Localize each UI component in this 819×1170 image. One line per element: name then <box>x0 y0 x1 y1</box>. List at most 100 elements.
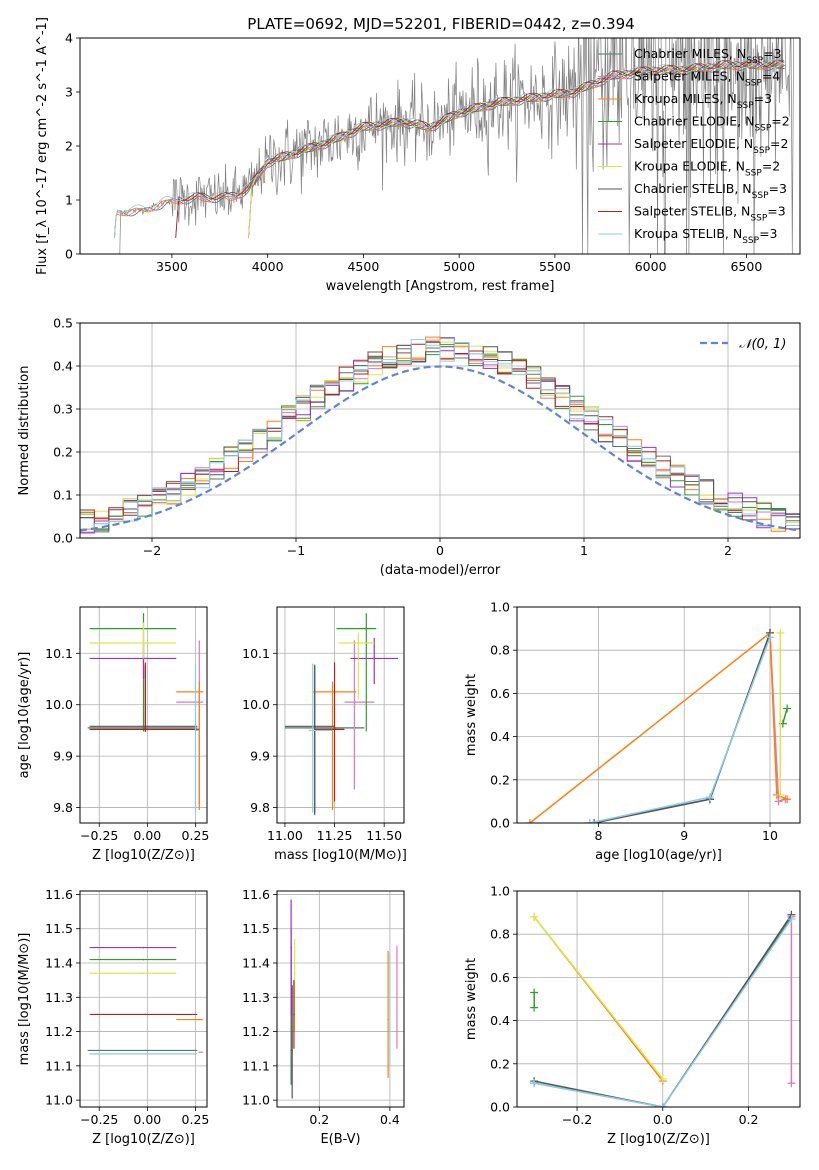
y-tick-label: 10.0 <box>242 697 270 712</box>
x-tick-label: 6000 <box>635 259 667 274</box>
x-axis-label: mass [log10(M/M⊙)] <box>274 848 407 863</box>
data-point <box>194 729 197 732</box>
y-tick-label: 11.2 <box>242 1024 270 1039</box>
x-axis-label: Z [log10(Z/Z⊙)] <box>92 1132 195 1147</box>
series-marker <box>530 988 539 997</box>
series-marker <box>776 790 785 799</box>
y-tick-label: 0.2 <box>490 1056 510 1071</box>
x-tick-label: 0.4 <box>380 1112 400 1127</box>
axes-frame <box>516 890 801 1108</box>
y-tick-label: 0.0 <box>490 1100 510 1115</box>
x-tick-label: 11.25 <box>317 828 353 843</box>
y-tick-label: 0.8 <box>490 927 510 942</box>
x-tick-label: 10 <box>762 828 778 843</box>
legend-label: Salpeter ELODIE, NSSP=2 <box>634 136 788 156</box>
series-line <box>529 631 788 823</box>
y-axis-label: Normed distribution <box>17 366 32 496</box>
x-tick-label: 0.00 <box>133 828 161 843</box>
legend-label: Kroupa ELODIE, NSSP=2 <box>634 159 780 179</box>
data-point <box>198 691 201 693</box>
plot-area <box>80 891 207 1107</box>
y-tick-label: 9.9 <box>250 749 270 764</box>
data-point <box>389 996 391 999</box>
data-point <box>198 1051 201 1053</box>
legend-label: Chabrier ELODIE, NSSP=2 <box>634 114 790 134</box>
y-tick-label: 0.0 <box>490 816 510 831</box>
series-line <box>782 708 788 724</box>
figure-title: PLATE=0692, MJD=52201, FIBERID=0442, z=0… <box>247 15 634 33</box>
y-tick-label: 3 <box>65 85 73 100</box>
x-tick-label: 5000 <box>443 259 475 274</box>
data-point <box>373 657 376 660</box>
data-point <box>313 725 316 728</box>
series-marker <box>530 1079 539 1088</box>
panel-age_vs_Z: −0.25 0.00 0.25 9.8 9.9 10.0 10.1 Z [log10(Z/Z⊙… <box>17 606 209 863</box>
y-tick-label: 11.6 <box>45 887 73 902</box>
plot-area <box>114 38 794 254</box>
y-axis-label: mass weight <box>464 674 479 756</box>
x-tick-label: 6500 <box>730 259 762 274</box>
model-spectrum-line-8 <box>114 59 785 238</box>
y-axis-label: mass weight <box>464 958 479 1040</box>
y-tick-label: 0.2 <box>53 445 73 460</box>
x-tick-label: −0.2 <box>562 1112 592 1127</box>
y-tick-label: 9.9 <box>53 749 73 764</box>
y-axis-label: mass [log10(M/M⊙)] <box>17 933 32 1066</box>
legend-label: Salpeter MILES, NSSP=4 <box>634 69 780 89</box>
legend-label: Chabrier MILES, NSSP=3 <box>634 46 782 66</box>
data-point <box>142 946 145 949</box>
y-tick-label: 0.6 <box>490 686 510 701</box>
x-tick-label: 0.2 <box>309 1112 329 1127</box>
plot-area <box>80 607 207 823</box>
y-tick-label: 0 <box>65 247 73 262</box>
x-tick-label: 8 <box>594 828 602 843</box>
data-point <box>144 1013 147 1016</box>
y-tick-label: 11.0 <box>242 1093 270 1108</box>
legend-label: Chabrier STELIB, NSSP=3 <box>634 181 787 201</box>
series-marker <box>530 1003 539 1012</box>
plot-area <box>80 323 800 538</box>
data-point <box>387 1018 389 1021</box>
data-point <box>353 701 356 703</box>
y-tick-label: 11.5 <box>242 921 270 936</box>
series-line <box>589 636 771 823</box>
data-point <box>357 642 360 644</box>
gaussian-curve <box>80 365 800 532</box>
panel-mass_vs_ebv: 0.2 0.4 11.0 11.1 11.2 11.3 11.4 11.5 11.6 E(B-V) <box>242 887 405 1147</box>
model-spectrum-line-7 <box>175 59 785 238</box>
y-axis-label: Flux [f_λ 10^-17 erg cm^-2 s^-1 A^-1] <box>35 17 50 275</box>
data-point <box>144 728 147 731</box>
series-line <box>533 916 664 1080</box>
panel-massweight_vs_Z: −0.2 0.0 0.2 0.0 0.2 0.4 0.6 0.8 1.0 Z [log10(Z/Z… <box>464 884 801 1147</box>
series-line <box>769 632 786 803</box>
x-tick-label: 0.2 <box>739 1112 759 1127</box>
x-tick-label: 0.00 <box>133 1112 161 1127</box>
y-tick-label: 11.1 <box>45 1058 73 1073</box>
x-tick-label: 1 <box>580 543 588 558</box>
y-tick-label: 0.4 <box>490 1013 510 1028</box>
y-tick-label: 0.4 <box>490 729 510 744</box>
data-point <box>142 642 145 644</box>
data-point <box>142 958 145 961</box>
y-tick-label: 11.4 <box>242 956 270 971</box>
series-marker <box>590 819 599 823</box>
data-point <box>290 946 292 949</box>
series-marker <box>774 797 783 806</box>
x-axis-label: E(B-V) <box>320 1132 360 1147</box>
y-tick-label: 2 <box>65 139 73 154</box>
series-marker <box>776 628 785 637</box>
data-point <box>198 1018 201 1021</box>
x-tick-label: −2 <box>143 543 161 558</box>
data-point <box>333 728 336 731</box>
y-tick-label: 0.0 <box>53 531 73 546</box>
panel-spectrum: 3500 4000 4500 5000 5500 6000 6500 0 1 2 3 4 wavelen… <box>35 17 801 294</box>
x-tick-label: −0.25 <box>80 1112 118 1127</box>
data-point <box>142 972 145 975</box>
plot-area <box>517 891 800 1107</box>
y-tick-label: 0.1 <box>53 488 73 503</box>
data-point <box>311 729 314 732</box>
series-line <box>589 632 771 823</box>
series-marker <box>705 793 714 802</box>
y-tick-label: 0.6 <box>490 970 510 985</box>
